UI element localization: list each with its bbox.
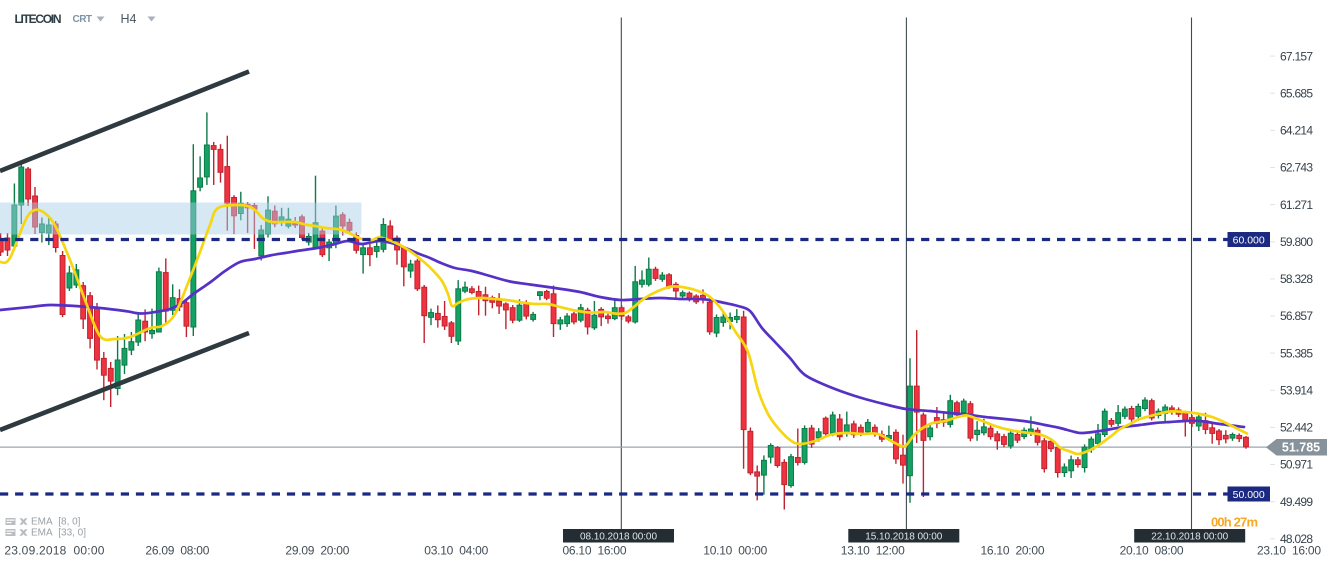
svg-text:23.10 16:00: 23.10 16:00 xyxy=(1257,544,1321,558)
svg-text:51.785: 51.785 xyxy=(1282,441,1320,455)
svg-text:62.743: 62.743 xyxy=(1280,161,1313,175)
svg-text:10.10 00:00: 10.10 00:00 xyxy=(703,544,767,558)
svg-text:49.499: 49.499 xyxy=(1280,495,1313,509)
svg-text:56.857: 56.857 xyxy=(1280,309,1313,323)
svg-text:59.800: 59.800 xyxy=(1280,235,1313,249)
svg-text:67.157: 67.157 xyxy=(1280,49,1313,63)
svg-text:48.028: 48.028 xyxy=(1280,532,1313,546)
svg-text:55.385: 55.385 xyxy=(1280,346,1313,360)
svg-text:16.10 20:00: 16.10 20:00 xyxy=(981,544,1045,558)
svg-text:50.971: 50.971 xyxy=(1280,458,1313,472)
svg-text:08.10.2018 00:00: 08.10.2018 00:00 xyxy=(580,531,657,542)
svg-text:60.000: 60.000 xyxy=(1233,234,1265,246)
svg-text:23.09.2018 00:00: 23.09.2018 00:00 xyxy=(4,544,104,558)
svg-text:61.271: 61.271 xyxy=(1280,198,1313,212)
svg-text:EMA [8, 0]: EMA [8, 0] xyxy=(31,517,81,528)
svg-text:50.000: 50.000 xyxy=(1233,489,1265,501)
svg-text:EMA [33, 0]: EMA [33, 0] xyxy=(31,528,86,539)
svg-text:26.09 08:00: 26.09 08:00 xyxy=(145,544,209,558)
svg-text:52.442: 52.442 xyxy=(1280,421,1313,435)
svg-text:00h 27m: 00h 27m xyxy=(1211,515,1258,530)
svg-text:64.214: 64.214 xyxy=(1280,124,1313,138)
svg-text:LITECOIN: LITECOIN xyxy=(15,12,62,26)
svg-text:13.10 12:00: 13.10 12:00 xyxy=(841,544,905,558)
svg-text:65.685: 65.685 xyxy=(1280,86,1313,100)
svg-text:15.10.2018 00:00: 15.10.2018 00:00 xyxy=(865,531,942,542)
svg-text:03.10 04:00: 03.10 04:00 xyxy=(424,544,488,558)
svg-text:22.10.2018 00:00: 22.10.2018 00:00 xyxy=(1151,531,1228,542)
svg-text:20.10 08:00: 20.10 08:00 xyxy=(1120,544,1184,558)
svg-text:CRT: CRT xyxy=(73,14,93,25)
svg-text:58.328: 58.328 xyxy=(1280,272,1313,286)
svg-text:53.914: 53.914 xyxy=(1280,384,1313,398)
svg-text:29.09 20:00: 29.09 20:00 xyxy=(285,544,349,558)
svg-text:H4: H4 xyxy=(121,12,137,26)
svg-text:06.10 16:00: 06.10 16:00 xyxy=(563,544,627,558)
